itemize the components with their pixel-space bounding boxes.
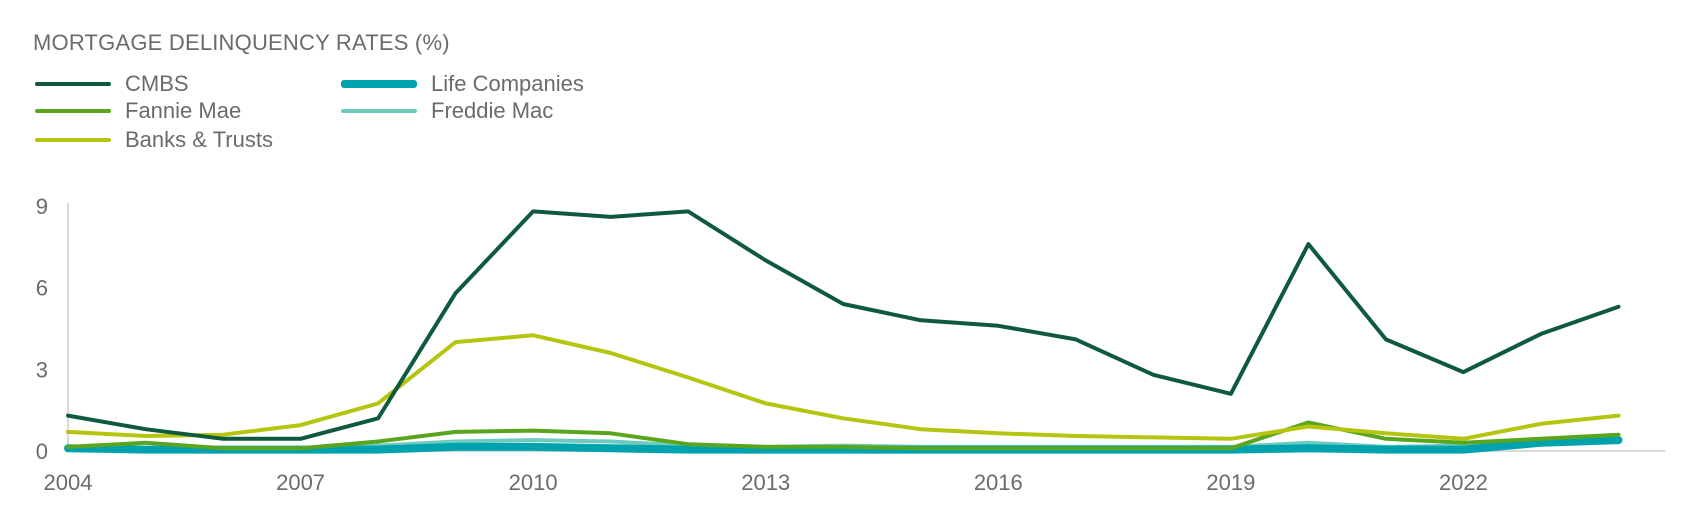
legend-item-life-companies[interactable]: Life Companies [341,69,584,99]
legend-swatch-fannie-mae [35,109,111,113]
x-tick-label-2013: 2013 [741,470,790,495]
chart-axes [67,203,1665,452]
legend-swatch-cmbs [35,82,111,86]
x-axis-ticks: 2004 2007 2010 2013 2016 2019 2022 [44,470,1488,495]
x-tick-label-2019: 2019 [1206,470,1255,495]
y-tick-label-3: 3 [36,357,48,382]
legend-label-fannie-mae: Fannie Mae [125,98,242,123]
legend-item-freddie-mac[interactable]: Freddie Mac [341,96,553,126]
chart-title: MORTGAGE DELINQUENCY RATES (%) [33,30,450,55]
series-line-fannie-mae[interactable] [66,420,1621,451]
legend-item-banks-trusts[interactable]: Banks & Trusts [35,125,273,155]
legend-item-fannie-mae[interactable]: Fannie Mae [35,96,241,126]
y-tick-label-9: 9 [36,194,48,219]
series-line-cmbs[interactable] [66,209,1621,441]
legend-label-cmbs: CMBS [125,71,189,96]
legend-swatch-life-companies [341,80,417,88]
chart-legend: CMBS Life Companies Fannie Mae Freddie M… [35,71,735,174]
y-axis-ticks: 0 3 6 9 [36,194,48,464]
legend-label-banks-trusts: Banks & Trusts [125,127,273,152]
legend-swatch-freddie-mac [341,109,417,113]
x-tick-label-2022: 2022 [1439,470,1488,495]
chart-series-lines [64,209,1623,454]
x-tick-label-2004: 2004 [44,470,93,495]
x-tick-label-2007: 2007 [276,470,325,495]
legend-item-cmbs[interactable]: CMBS [35,69,189,99]
x-tick-label-2016: 2016 [974,470,1023,495]
y-tick-label-0: 0 [36,439,48,464]
x-tick-label-2010: 2010 [509,470,558,495]
legend-label-life-companies: Life Companies [431,71,584,96]
y-tick-label-6: 6 [36,276,48,301]
legend-swatch-banks-trusts [35,138,111,142]
legend-label-freddie-mac: Freddie Mac [431,98,554,123]
series-line-life-companies[interactable] [64,436,1623,454]
series-line-banks-trusts[interactable] [66,333,1621,441]
